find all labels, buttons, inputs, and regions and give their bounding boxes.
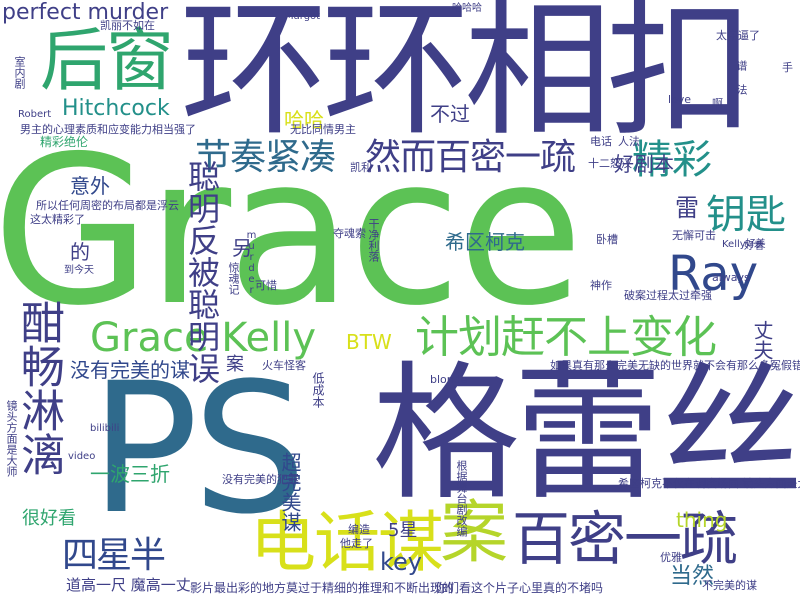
word-jihua: 计划赶不上变化: [415, 312, 717, 363]
word-congming: 聪明反被聪明误: [183, 160, 221, 384]
word-gelesi: 格蕾丝: [372, 348, 800, 520]
word-yiwai: 意外: [70, 174, 110, 198]
word-jiezou: 节奏紧凑: [195, 137, 336, 178]
word-key: key: [380, 548, 423, 576]
word-murder: murder: [246, 230, 257, 296]
word-dangran: 当然: [670, 564, 715, 589]
word-houchuang: 后窗: [40, 22, 174, 101]
word-dianhua: 电话: [590, 135, 612, 148]
word-dichengben: 低成本: [311, 372, 325, 408]
word-yingpian: 影片最出彩的地方莫过于精细的推理和不断出现的: [190, 581, 455, 595]
word-kelly: Kelly好美: [722, 239, 766, 250]
word-nanzhu: 男主的心理素质和应变能力相当强了: [20, 123, 196, 136]
word-zhangfu: 丈夫: [750, 320, 774, 360]
word-bianzao: 编造: [348, 523, 370, 536]
word-xiqukeke: 希区柯克: [445, 230, 525, 254]
word-rugo: 如果真有那么完美无缺的世界就不会有那么多冤假错案了: [550, 359, 800, 372]
word-jinghun: 惊魂记: [227, 262, 240, 295]
word-buwanmei: 不完美的谋: [702, 579, 757, 592]
word-blonde: blonde: [430, 373, 468, 386]
word-huoche: 火车怪客: [262, 359, 306, 372]
word-woqiao: 卧槽: [596, 233, 618, 246]
word-huanhuan: 环环相扣: [180, 0, 754, 156]
word-wufa: 无比同情男主: [290, 123, 356, 136]
word-shou: 手: [782, 61, 793, 74]
word-an: 案: [440, 494, 509, 573]
word-shenzuo: 神作: [590, 279, 612, 292]
word-wuxi: 无懈可击: [672, 229, 716, 242]
word-margot: Margot: [285, 11, 321, 22]
word-youxiu: 优雅: [660, 551, 682, 564]
word-shierlu: 十二怒汉: [588, 157, 632, 170]
word-dao: 到今天: [64, 265, 94, 276]
word-sixingban: 四星半: [62, 535, 166, 576]
word-changchang: 酣畅淋漓: [13, 300, 64, 476]
word-tu: 谱 法: [735, 60, 748, 95]
word-wuxing: 5星: [388, 520, 418, 541]
word-video: video: [68, 451, 96, 462]
word-pojie: 破案过程太过牵强: [624, 289, 712, 302]
word-thing: thing: [676, 508, 728, 532]
word-robert: Robert: [18, 109, 52, 120]
word-grace: Grace: [0, 113, 584, 351]
word-kaili2: 凯利: [350, 161, 372, 174]
word-yaoshi: 钥匙: [706, 192, 786, 238]
word-lei: 雷: [675, 194, 699, 222]
word-renfa: 人法: [618, 135, 640, 148]
word-always: always: [712, 271, 750, 284]
word-an-small: 案: [226, 354, 244, 375]
word-de: 的: [70, 240, 90, 264]
word-duoyao: 夺魂索: [333, 227, 366, 240]
word-meiyou-fanzui: 没有完美的犯罪: [222, 473, 299, 486]
word-hitchcock: Hitchcock: [62, 96, 170, 121]
word-baimiyishu: 百密一疏: [512, 505, 738, 573]
word-chaowanmei: 超完美谋: [278, 452, 302, 532]
word-daogao: 道高一尺 魔高一丈: [66, 576, 191, 594]
word-suoyi: 所以任何周密的布局都是浮云: [36, 199, 179, 212]
word-jingcaijuelun: 精彩绝伦: [40, 135, 89, 149]
word-buguo: 不过: [430, 102, 470, 126]
word-ranerbaimi: 然而百密一疏: [365, 137, 576, 178]
word-ray: Ray: [668, 246, 759, 302]
word-yibosan: 一波三折: [90, 462, 170, 486]
word-kuakuai: 太牛逼了: [716, 29, 760, 42]
word-tazoule: 他走了: [340, 537, 373, 550]
word-meiyouwanmei: 没有完美的谋: [70, 358, 190, 382]
word-perfect-murder: perfect murder: [2, 0, 169, 25]
word-bilibili: bilibili: [90, 423, 120, 434]
word-haha2: 哈哈哈: [452, 3, 482, 14]
word-a: 啊: [712, 97, 723, 110]
word-dianhuamou: 电话谋: [250, 504, 444, 581]
word-haokan: 好看: [744, 241, 764, 252]
word-ling: 另: [232, 236, 252, 260]
word-henhaokan: 很好看: [22, 508, 76, 529]
word-ganjing: 干净利落: [367, 218, 380, 262]
word-ps: PS: [90, 345, 307, 554]
word-jingcai: 精彩: [632, 137, 712, 183]
word-shougong: 室内剧: [13, 56, 26, 89]
word-jingshe: 镜头方面是大师: [5, 400, 18, 477]
word-grace-kelly: Grace Kelly: [90, 315, 317, 361]
word-love: love: [668, 93, 692, 106]
word-nimen: 你们看这个片子心里真的不堵吗: [435, 581, 604, 595]
word-btw: BTW: [346, 330, 392, 354]
word-kexi: 可惜: [255, 279, 277, 292]
word-xiqu2: 希区柯克不仅在调度场面 镜头方面是大师: [618, 477, 800, 490]
word-zhetai: 这太精彩了: [30, 213, 85, 226]
word-keke: 根据舞台剧改编: [455, 460, 468, 537]
word-haoha: 哈哈: [284, 108, 324, 132]
word-kaili: 凯丽不如在: [100, 19, 155, 32]
word-haojuben: 好剧本: [614, 152, 674, 176]
